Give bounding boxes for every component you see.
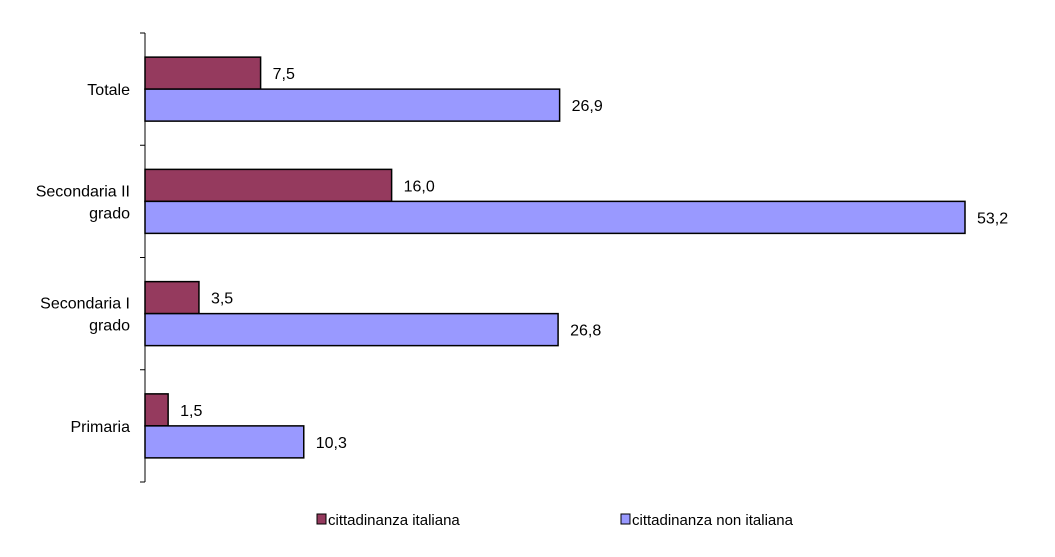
category-tick-labels: Totale Secondaria II grado Secondaria I grad… (36, 82, 130, 436)
legend-label-non-italiana: cittadinanza non italiana (632, 512, 794, 529)
legend-swatch-italiana (316, 513, 327, 525)
bar-non-italiana-totale (144, 88, 561, 122)
legend-label-italiana: cittadinanza italiana (328, 512, 460, 529)
bar-non-italiana-primaria (144, 425, 305, 459)
category-label-secondaria-i-grado: grado (89, 318, 130, 335)
bar-italiana-totale (144, 56, 262, 90)
category-label-secondaria-ii-grado: Secondaria II (36, 183, 130, 200)
data-label-italiana-secondaria-i-grado: 3,5 (211, 291, 233, 308)
legend: cittadinanza italiana cittadinanza non i… (316, 512, 794, 529)
data-label-italiana-primaria: 1,5 (180, 403, 202, 420)
bar-italiana-primaria (144, 393, 169, 427)
data-labels: 7,5 26,9 16,0 53,2 3,5 26,8 1,5 10,3 (180, 66, 1008, 452)
category-label-secondaria-i-grado: Secondaria I (40, 296, 130, 313)
data-label-italiana-secondaria-ii-grado: 16,0 (404, 178, 435, 195)
bar-italiana-secondaria-ii-grado (144, 168, 393, 203)
data-label-non-italiana-primaria: 10,3 (316, 435, 347, 452)
bar-italiana-secondaria-i-grado (144, 280, 200, 315)
data-label-non-italiana-secondaria-i-grado: 26,8 (570, 323, 601, 340)
category-label-totale: Totale (87, 82, 130, 99)
bar-non-italiana-secondaria-i-grado (144, 312, 559, 347)
legend-swatch-non-italiana (620, 513, 631, 525)
data-label-non-italiana-secondaria-ii-grado: 53,2 (977, 210, 1008, 227)
category-label-primaria: Primaria (70, 419, 130, 436)
category-label-secondaria-ii-grado: grado (89, 205, 130, 222)
bar-non-italiana-secondaria-ii-grado (144, 200, 966, 235)
data-label-italiana-totale: 7,5 (273, 66, 295, 83)
data-label-non-italiana-totale: 26,9 (572, 98, 603, 115)
bars (144, 56, 966, 459)
